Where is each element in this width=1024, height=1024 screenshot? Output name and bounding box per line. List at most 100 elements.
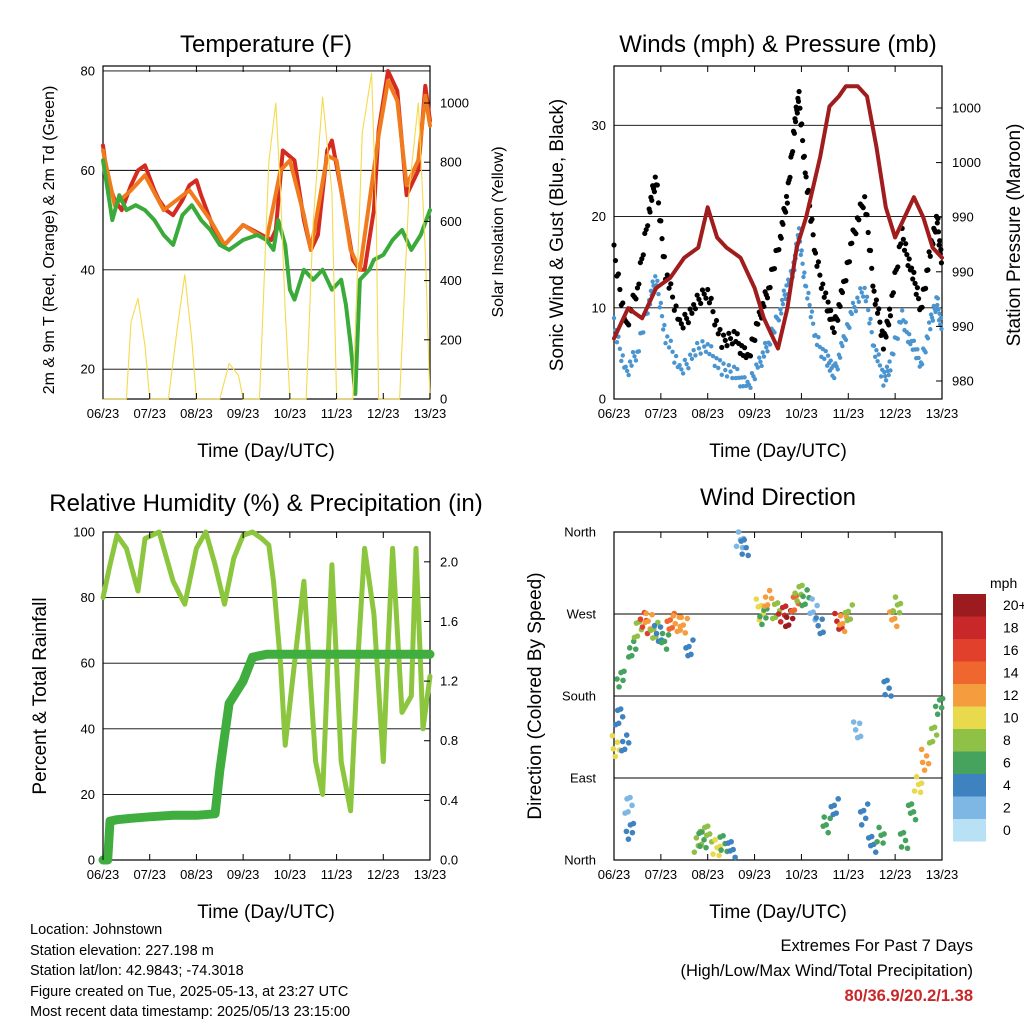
data-point (803, 174, 809, 180)
direction-point (639, 624, 646, 630)
direction-point (912, 816, 919, 823)
data-point (873, 354, 878, 360)
y-tick-label: 30 (592, 118, 606, 133)
data-point (923, 350, 928, 355)
data-point (712, 322, 718, 328)
data-point (651, 189, 658, 195)
y2-tick-label: 990 (952, 264, 974, 279)
colorbar-label: 6 (1003, 755, 1011, 771)
data-point (684, 361, 689, 367)
colorbar-label: 8 (1003, 732, 1011, 748)
direction-point (939, 695, 946, 702)
data-point (899, 308, 905, 313)
y-tick-label: North (564, 853, 596, 868)
data-point (716, 365, 721, 371)
data-point (626, 322, 632, 328)
direction-point (821, 814, 827, 820)
data-point (938, 322, 943, 327)
data-point (901, 247, 908, 253)
direction-point (759, 621, 765, 628)
data-point (912, 280, 918, 286)
direction-point (632, 646, 639, 652)
y2-tick-label: 990 (952, 319, 974, 334)
data-point (730, 375, 735, 381)
data-point (900, 236, 906, 242)
x-tick-label: 08/23 (691, 867, 724, 882)
direction-point (775, 611, 782, 617)
x-tick-label: 07/23 (645, 406, 678, 421)
data-point (835, 317, 841, 323)
data-point (863, 298, 869, 304)
direction-point (800, 593, 806, 600)
direction-point (753, 596, 760, 602)
data-point (809, 309, 815, 314)
data-point (760, 350, 765, 355)
extremes-subtitle: (High/Low/Max Wind/Total Precipitation) (680, 962, 973, 980)
data-point (874, 347, 879, 353)
direction-point (809, 596, 815, 602)
data-point (796, 88, 802, 95)
direction-point (777, 619, 784, 625)
data-point (870, 283, 876, 289)
direction-point (703, 844, 709, 851)
direction-point (610, 745, 617, 752)
direction-point (672, 620, 679, 627)
winds-xlabel: Time (Day/UTC) (709, 441, 847, 462)
direction-point (847, 616, 854, 622)
data-point (840, 343, 845, 349)
data-point (677, 363, 682, 368)
data-point (817, 272, 823, 278)
direction-point (678, 614, 685, 621)
data-point (677, 317, 683, 323)
data-point (873, 297, 880, 303)
station-elevation: Station elevation: 227.198 m (30, 942, 214, 959)
data-point (747, 353, 754, 359)
y-tick-label: 10 (592, 300, 606, 315)
data-point (706, 300, 713, 306)
direction-point (735, 529, 742, 535)
direction-point (908, 801, 915, 807)
direction-point (896, 609, 903, 616)
direction-point (665, 632, 672, 638)
direction-point (704, 823, 711, 829)
data-point (883, 378, 889, 383)
data-point (926, 249, 932, 255)
data-point (703, 295, 709, 301)
direction-point (832, 610, 838, 617)
data-point (801, 153, 807, 159)
data-point (719, 344, 725, 351)
direction-point (925, 760, 932, 767)
direction-point (651, 622, 658, 629)
data-point (853, 309, 859, 314)
data-point (636, 281, 642, 287)
direction-point (774, 600, 781, 606)
data-point (742, 345, 748, 351)
data-point (882, 373, 888, 379)
data-point (784, 200, 790, 206)
direction-point (825, 829, 831, 836)
direction-point (892, 594, 899, 600)
data-point (724, 343, 730, 349)
data-point (657, 305, 662, 310)
data-point (882, 369, 887, 375)
data-point (935, 296, 941, 301)
x-tick-label: 09/23 (738, 406, 771, 421)
data-point (792, 119, 799, 125)
data-point (778, 235, 784, 241)
data-point (687, 306, 693, 312)
direction-ylabel: Direction (Colored By Speed) (525, 572, 546, 819)
data-point (689, 356, 695, 362)
direction-point (934, 711, 941, 718)
y-tick-label: 0 (88, 853, 95, 868)
direction-point (625, 740, 632, 746)
direction-point (682, 630, 689, 636)
data-point (636, 349, 642, 354)
data-point (911, 269, 917, 275)
direction-point (730, 846, 736, 853)
direction-point (706, 831, 713, 837)
data-point (877, 363, 883, 368)
data-point (757, 355, 762, 360)
series-gust (611, 88, 945, 361)
data-point (659, 236, 665, 242)
temperature-xlabel: Time (Day/UTC) (197, 441, 335, 462)
